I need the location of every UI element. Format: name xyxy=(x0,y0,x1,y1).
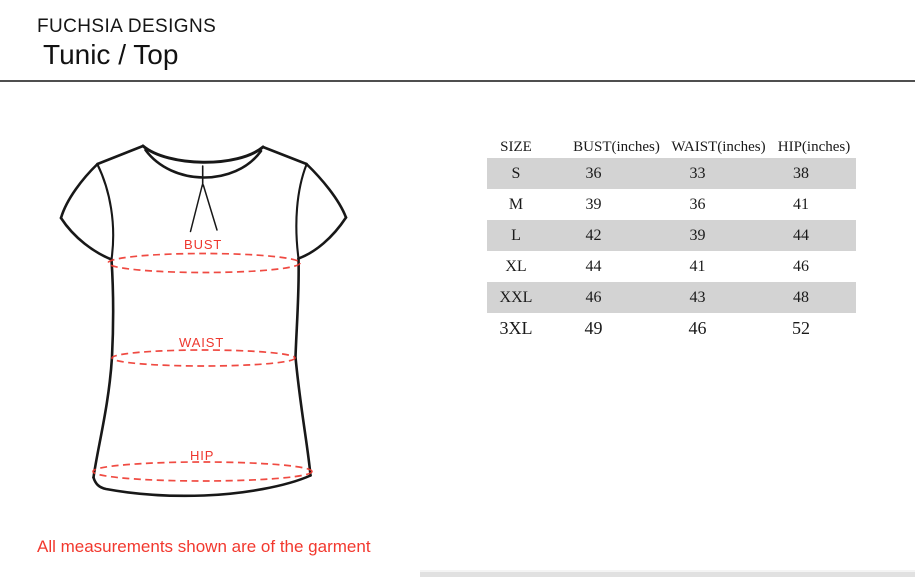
waist-measure-line xyxy=(111,349,296,367)
waist-cell: 46 xyxy=(688,318,707,338)
table-row-3xl: 3XL 49 46 52 xyxy=(487,313,865,344)
bust-cell: 39 xyxy=(585,195,602,213)
size-cell: M xyxy=(508,195,524,213)
header-divider xyxy=(0,80,915,82)
hip-cell: 44 xyxy=(746,220,856,251)
column-header-size: SIZE xyxy=(500,138,532,155)
table-row-xxl: XXL 46 43 48 xyxy=(487,282,865,313)
column-header-bust: BUST(inches) xyxy=(573,138,660,155)
page-title: Tunic / Top xyxy=(43,39,179,70)
measurement-note: All measurements shown are of the garmen… xyxy=(37,537,371,556)
waist-cell: 39 xyxy=(645,220,750,251)
bust-cell: 49 xyxy=(584,318,603,338)
waist-label: WAIST xyxy=(179,335,225,350)
table-row-xl: XL 44 41 46 xyxy=(487,251,865,282)
bust-measure-line xyxy=(107,252,301,274)
hip-cell: 38 xyxy=(746,158,856,189)
bust-label: BUST xyxy=(184,237,223,252)
size-cell: XXL xyxy=(487,282,545,313)
bottom-edge-line xyxy=(420,570,915,577)
column-header-hip: HIP(inches) xyxy=(777,138,851,155)
size-cell: S xyxy=(487,158,545,189)
bust-cell: 44 xyxy=(585,257,602,275)
waist-cell: 41 xyxy=(689,257,706,275)
waist-cell: 36 xyxy=(689,195,706,213)
table-row-m: M 39 36 41 xyxy=(487,189,865,220)
waist-cell: 33 xyxy=(645,158,750,189)
bust-cell: 46 xyxy=(541,282,646,313)
brand-name: FUCHSIA DESIGNS xyxy=(37,16,217,37)
size-cell: XL xyxy=(505,257,527,275)
tunic-outline-drawing xyxy=(59,144,348,498)
hip-label: HIP xyxy=(190,448,215,463)
size-table: SIZE BUST(inches) WAIST(inches) HIP(inch… xyxy=(487,136,865,344)
hip-measure-line xyxy=(92,461,313,482)
bust-cell: 42 xyxy=(541,220,646,251)
hip-cell: 46 xyxy=(793,257,809,275)
size-table-header-row: SIZE BUST(inches) WAIST(inches) HIP(inch… xyxy=(487,136,865,158)
garment-diagram: BUST WAIST HIP xyxy=(40,130,370,530)
table-row-l: L 42 39 44 xyxy=(487,220,865,251)
hip-cell: 41 xyxy=(793,195,809,213)
size-cell: 3XL xyxy=(499,318,533,338)
hip-cell: 48 xyxy=(746,282,856,313)
waist-cell: 43 xyxy=(645,282,750,313)
size-cell: L xyxy=(487,220,545,251)
hip-cell: 52 xyxy=(792,318,810,338)
table-row-s: S 36 33 38 xyxy=(487,158,865,189)
bust-cell: 36 xyxy=(541,158,646,189)
column-header-waist: WAIST(inches) xyxy=(671,138,766,155)
